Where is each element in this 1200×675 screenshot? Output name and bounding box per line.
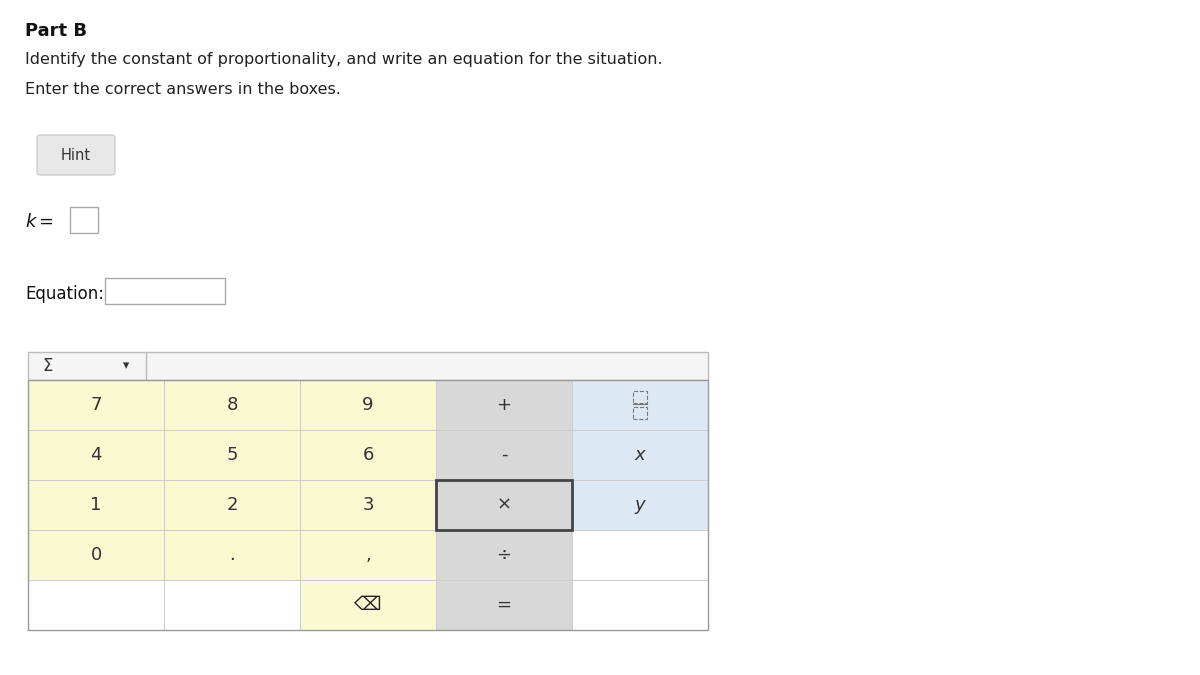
Text: 5: 5 bbox=[227, 446, 238, 464]
Bar bbox=[300, 580, 436, 630]
Text: 7: 7 bbox=[90, 396, 102, 414]
Bar bbox=[436, 480, 572, 530]
Bar bbox=[300, 380, 436, 430]
Text: .: . bbox=[229, 546, 235, 564]
Bar bbox=[164, 530, 300, 580]
Text: ▾: ▾ bbox=[124, 360, 130, 373]
Bar bbox=[164, 480, 300, 530]
Bar bbox=[436, 380, 572, 430]
Text: ⌫: ⌫ bbox=[354, 595, 382, 614]
Text: Enter the correct answers in the boxes.: Enter the correct answers in the boxes. bbox=[25, 82, 341, 97]
Text: 9: 9 bbox=[362, 396, 373, 414]
Bar bbox=[572, 530, 708, 580]
Bar bbox=[106, 278, 226, 304]
Bar bbox=[634, 391, 647, 403]
Text: -: - bbox=[500, 446, 508, 464]
Text: $k =$: $k =$ bbox=[25, 213, 54, 231]
Bar bbox=[300, 480, 436, 530]
Text: ÷: ÷ bbox=[497, 546, 511, 564]
Text: 8: 8 bbox=[227, 396, 238, 414]
Text: Equation:: Equation: bbox=[25, 285, 104, 303]
Bar bbox=[28, 580, 164, 630]
Bar bbox=[164, 430, 300, 480]
Bar bbox=[572, 480, 708, 530]
Text: ×: × bbox=[497, 496, 511, 514]
Bar bbox=[28, 530, 164, 580]
Bar bbox=[436, 530, 572, 580]
Text: 0: 0 bbox=[90, 546, 102, 564]
Bar bbox=[28, 380, 708, 630]
Bar bbox=[300, 430, 436, 480]
Bar bbox=[164, 380, 300, 430]
Text: 6: 6 bbox=[362, 446, 373, 464]
FancyBboxPatch shape bbox=[37, 135, 115, 175]
Text: 2: 2 bbox=[227, 496, 238, 514]
Bar bbox=[300, 530, 436, 580]
Text: ,: , bbox=[365, 546, 371, 564]
Bar bbox=[70, 207, 98, 233]
Bar bbox=[572, 580, 708, 630]
Text: Identify the constant of proportionality, and write an equation for the situatio: Identify the constant of proportionality… bbox=[25, 52, 662, 67]
Text: Part B: Part B bbox=[25, 22, 88, 40]
Bar bbox=[572, 380, 708, 430]
Bar bbox=[436, 430, 572, 480]
Bar bbox=[28, 480, 164, 530]
Bar bbox=[28, 352, 708, 380]
Bar bbox=[436, 580, 572, 630]
Bar bbox=[164, 580, 300, 630]
Text: +: + bbox=[497, 396, 511, 414]
Text: =: = bbox=[497, 596, 511, 614]
Text: Σ: Σ bbox=[42, 357, 53, 375]
Bar bbox=[28, 430, 164, 480]
Text: y: y bbox=[635, 496, 646, 514]
Bar bbox=[634, 407, 647, 419]
Bar bbox=[572, 430, 708, 480]
Bar bbox=[28, 380, 164, 430]
Text: 4: 4 bbox=[90, 446, 102, 464]
Text: Hint: Hint bbox=[61, 148, 91, 163]
Text: 3: 3 bbox=[362, 496, 373, 514]
Text: 1: 1 bbox=[90, 496, 102, 514]
Text: x: x bbox=[635, 446, 646, 464]
